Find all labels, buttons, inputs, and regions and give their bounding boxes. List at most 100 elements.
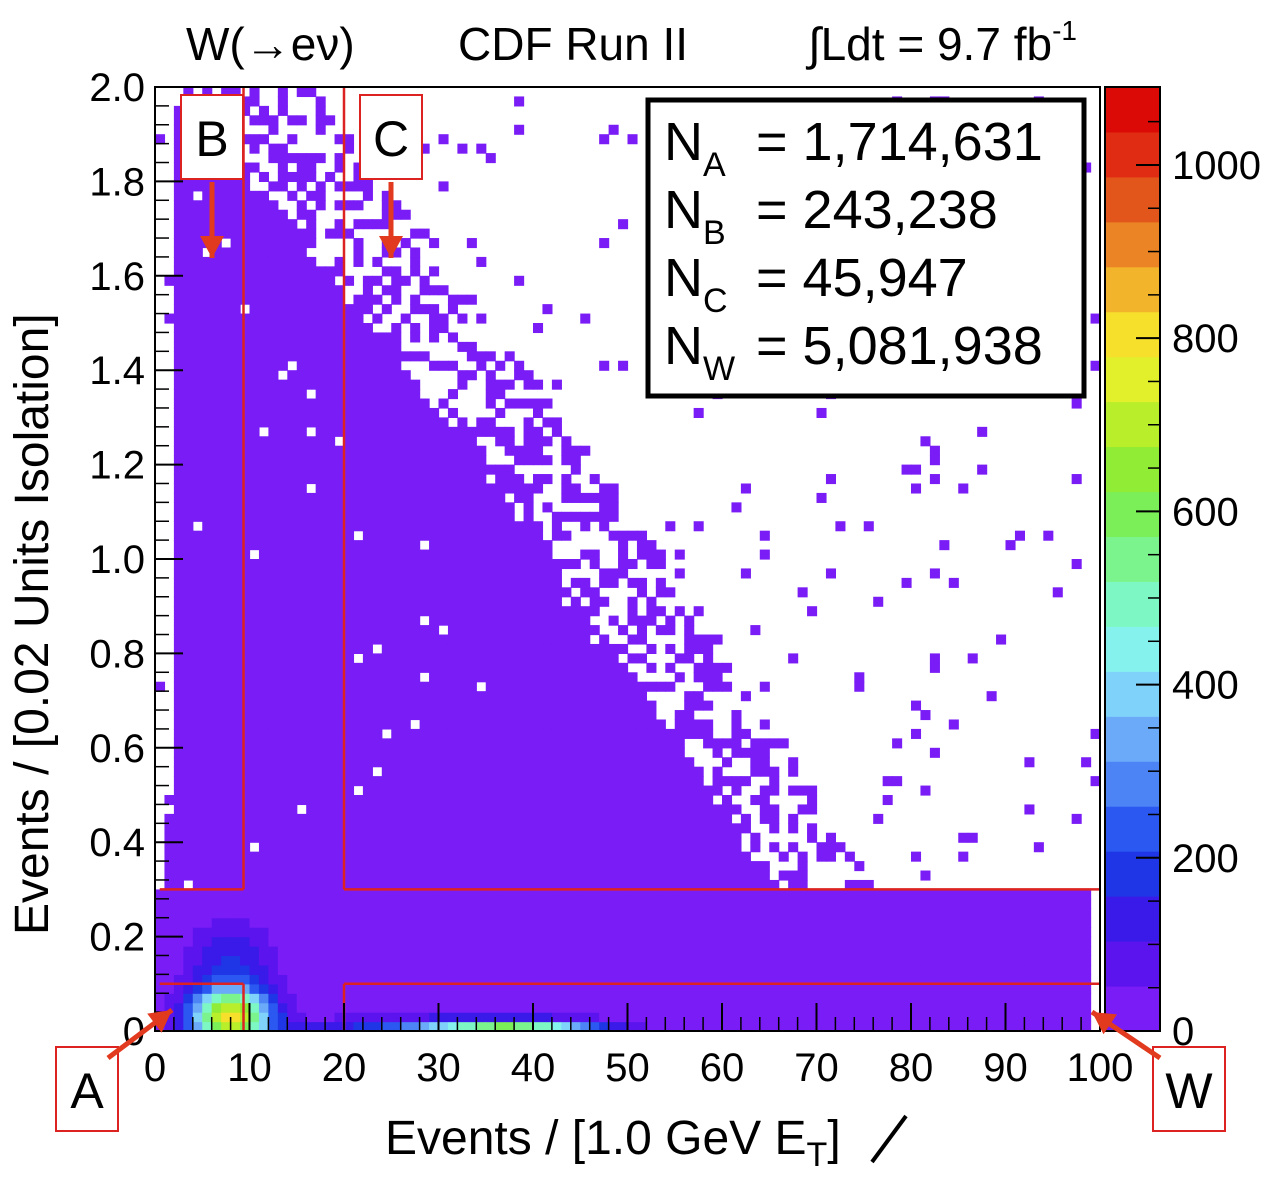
heatmap-cell xyxy=(230,370,241,381)
heatmap-cell xyxy=(429,596,440,607)
heatmap-cell xyxy=(608,832,619,843)
heatmap-cell xyxy=(268,521,279,532)
heatmap-cell xyxy=(807,955,818,966)
heatmap-cell xyxy=(939,1021,950,1032)
heatmap-cell xyxy=(533,832,544,843)
heatmap-cell xyxy=(476,955,487,966)
heatmap-cell xyxy=(646,757,657,768)
heatmap-cell xyxy=(429,615,440,626)
heatmap-cell xyxy=(419,757,430,768)
heatmap-cell xyxy=(268,511,279,522)
heatmap-cell xyxy=(268,823,279,834)
heatmap-cell xyxy=(192,813,203,824)
heatmap-cell xyxy=(353,813,364,824)
heatmap-cell xyxy=(429,993,440,1004)
heatmap-cell xyxy=(315,993,326,1004)
heatmap-cell xyxy=(325,757,336,768)
heatmap-cell xyxy=(514,766,525,777)
heatmap-cell xyxy=(1043,1012,1054,1023)
heatmap-cell xyxy=(551,379,562,390)
heatmap-cell xyxy=(258,436,269,447)
heatmap-cell xyxy=(372,691,383,702)
heatmap-cell xyxy=(712,964,723,975)
heatmap-cell xyxy=(249,445,260,456)
heatmap-cell xyxy=(807,936,818,947)
heatmap-cell xyxy=(381,568,392,579)
heatmap-cell xyxy=(863,917,874,928)
chart-title: W(→eν) xyxy=(186,18,355,70)
heatmap-cell xyxy=(580,643,591,654)
heatmap-cell xyxy=(608,983,619,994)
heatmap-cell xyxy=(816,889,827,900)
heatmap-cell xyxy=(277,266,288,277)
heatmap-cell xyxy=(155,134,166,145)
heatmap-cell xyxy=(551,1021,562,1032)
heatmap-cell xyxy=(202,360,213,371)
heatmap-cell xyxy=(325,492,336,503)
heatmap-cell xyxy=(258,776,269,787)
heatmap-cell xyxy=(315,313,326,324)
heatmap-cell xyxy=(400,861,411,872)
heatmap-cell xyxy=(362,813,373,824)
heatmap-cell xyxy=(476,719,487,730)
heatmap-cell xyxy=(306,879,317,890)
heatmap-cell xyxy=(551,936,562,947)
heatmap-cell xyxy=(599,757,610,768)
heatmap-cell xyxy=(419,776,430,787)
heatmap-cell xyxy=(173,530,184,541)
heatmap-cell xyxy=(230,219,241,230)
heatmap-cell xyxy=(551,861,562,872)
heatmap-cell xyxy=(372,889,383,900)
heatmap-cell xyxy=(618,691,629,702)
heatmap-cell xyxy=(325,955,336,966)
heatmap-cell xyxy=(230,511,241,522)
heatmap-cell xyxy=(155,993,166,1004)
heatmap-cell xyxy=(296,672,307,683)
heatmap-cell xyxy=(457,464,468,475)
heatmap-cell xyxy=(901,955,912,966)
heatmap-cell xyxy=(948,974,959,985)
heatmap-cell xyxy=(825,946,836,957)
heatmap-cell xyxy=(844,1012,855,1023)
heatmap-cell xyxy=(334,332,345,343)
heatmap-cell xyxy=(551,879,562,890)
heatmap-cell xyxy=(155,889,166,900)
heatmap-cell xyxy=(1033,936,1044,947)
heatmap-cell xyxy=(920,889,931,900)
heatmap-cell xyxy=(627,1021,638,1032)
heatmap-cell xyxy=(977,964,988,975)
heatmap-cell xyxy=(618,917,629,928)
heatmap-cell xyxy=(211,549,222,560)
heatmap-cell xyxy=(750,983,761,994)
heatmap-cell xyxy=(410,832,421,843)
heatmap-cell xyxy=(797,946,808,957)
heatmap-cell xyxy=(580,917,591,928)
heatmap-cell xyxy=(618,851,629,862)
heatmap-cell xyxy=(466,747,477,758)
heatmap-cell xyxy=(325,360,336,371)
heatmap-cell xyxy=(202,596,213,607)
heatmap-cell xyxy=(542,832,553,843)
heatmap-cell xyxy=(391,879,402,890)
heatmap-cell xyxy=(580,691,591,702)
heatmap-cell xyxy=(892,964,903,975)
heatmap-cell xyxy=(277,483,288,494)
heatmap-cell xyxy=(429,568,440,579)
heatmap-cell xyxy=(268,464,279,475)
heatmap-cell xyxy=(655,577,666,588)
heatmap-cell xyxy=(211,738,222,749)
heatmap-cell xyxy=(599,936,610,947)
heatmap-cell xyxy=(334,908,345,919)
heatmap-cell xyxy=(646,1002,657,1013)
heatmap-cell xyxy=(599,946,610,957)
heatmap-cell xyxy=(287,889,298,900)
heatmap-cell xyxy=(353,1021,364,1032)
heatmap-cell xyxy=(1071,917,1082,928)
heatmap-cell xyxy=(816,936,827,947)
heatmap-cell xyxy=(202,785,213,796)
heatmap-cell xyxy=(211,351,222,362)
heatmap-cell xyxy=(920,993,931,1004)
heatmap-cell xyxy=(570,747,581,758)
heatmap-cell xyxy=(929,568,940,579)
heatmap-cell xyxy=(211,483,222,494)
